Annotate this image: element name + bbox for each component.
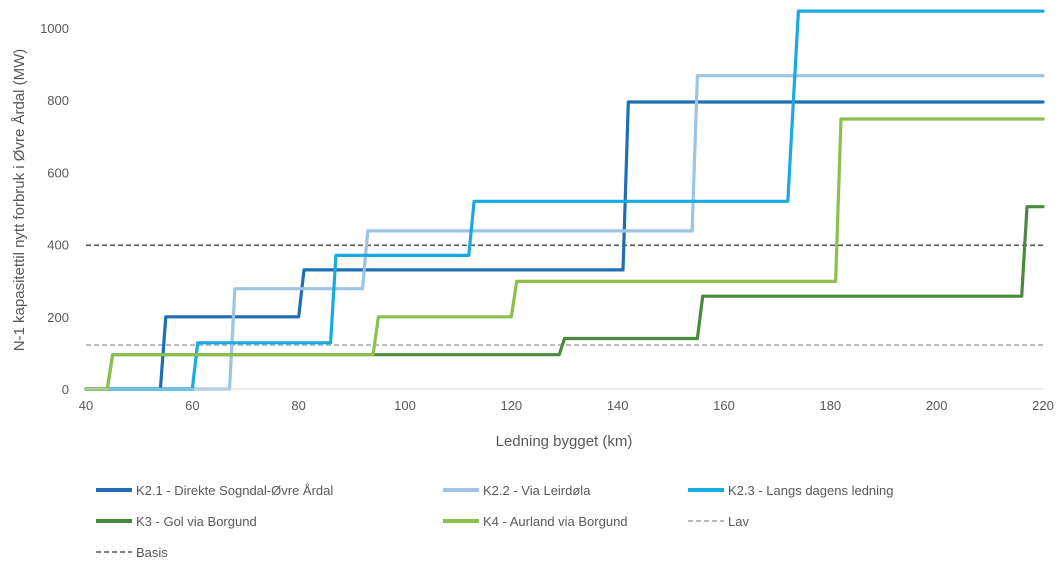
y-tick-label: 600 — [47, 165, 69, 180]
legend-item-basis: Basis — [96, 545, 168, 560]
y-tick-label: 400 — [47, 238, 69, 253]
series-line-k2-3-langs-dagens-ledning — [84, 9, 1045, 391]
legend-item-k3-gol-via-borgund: K3 - Gol via Borgund — [96, 514, 257, 529]
legend-item-lav: Lav — [688, 514, 749, 529]
legend: K2.1 - Direkte Sogndal-Øvre Årdal K2.2 - … — [96, 483, 894, 560]
x-tick-label: 140 — [607, 398, 629, 413]
legend-label: K2.2 - Via Leirdøla — [483, 483, 591, 498]
x-axis: 40 60 80 100 120 140 160 180 200 220 — [79, 388, 1054, 413]
legend-label: Basis — [136, 545, 168, 560]
x-axis-title: Ledning bygget (km) — [496, 433, 633, 450]
legend-item-k2-2-via-leird-la: K2.2 - Via Leirdøla — [443, 483, 591, 498]
legend-item-k2-3-langs-dagens-ledning: K2.3 - Langs dagens ledning — [688, 483, 894, 498]
y-tick-label: 800 — [47, 93, 69, 108]
x-tick-label: 180 — [819, 398, 841, 413]
x-tick-label: 80 — [291, 398, 305, 413]
legend-item-k4-aurland-via-borgund: K4 - Aurland via Borgund — [443, 514, 628, 529]
legend-item-k2-1-direkte-sogndal-vre-rdal: K2.1 - Direkte Sogndal-Øvre Årdal — [96, 483, 333, 498]
x-tick-label: 40 — [79, 398, 93, 413]
series-line-k2-2-via-leird-la — [84, 74, 1045, 391]
y-tick-label: 1000 — [40, 21, 69, 36]
legend-label: Lav — [728, 514, 749, 529]
y-axis: 0 200 400 600 800 1000 — [40, 21, 69, 397]
x-tick-label: 200 — [926, 398, 948, 413]
x-tick-label: 160 — [713, 398, 735, 413]
plot-area — [84, 9, 1045, 391]
x-tick-label: 60 — [185, 398, 199, 413]
x-tick-label: 220 — [1032, 398, 1054, 413]
y-axis-title: N-1 kapasitettil nytt forbruk i Øvre Ård… — [11, 49, 28, 352]
series-line-k2-1-direkte-sogndal-vre-rdal — [84, 100, 1045, 391]
y-tick-label: 200 — [47, 310, 69, 325]
x-tick-label: 100 — [394, 398, 416, 413]
legend-label: K2.1 - Direkte Sogndal-Øvre Årdal — [136, 483, 333, 498]
legend-label: K4 - Aurland via Borgund — [483, 514, 628, 529]
legend-label: K2.3 - Langs dagens ledning — [728, 483, 894, 498]
legend-label: K3 - Gol via Borgund — [136, 514, 257, 529]
series-line-k4-aurland-via-borgund — [84, 117, 1045, 391]
x-tick-label: 120 — [500, 398, 522, 413]
y-tick-label: 0 — [62, 382, 69, 397]
